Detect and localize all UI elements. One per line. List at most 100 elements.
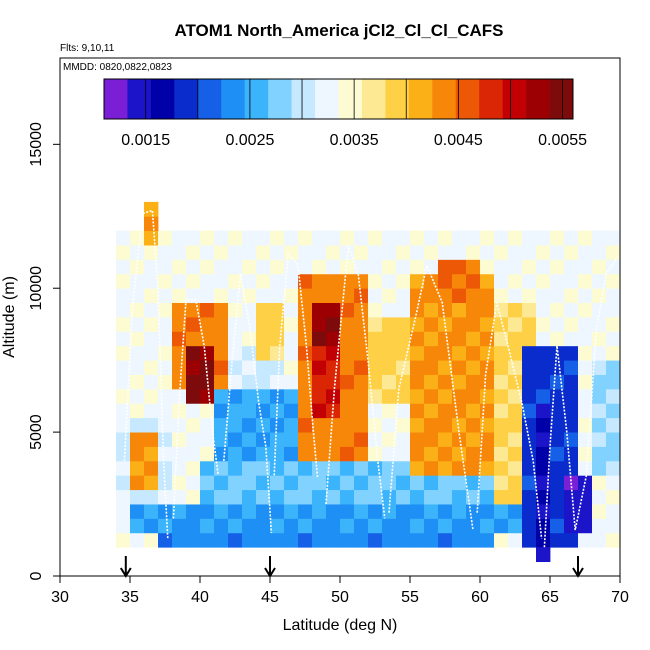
- heatmap-cell: [424, 432, 439, 447]
- heatmap-cell: [578, 288, 593, 304]
- heatmap-cell: [396, 475, 411, 491]
- heatmap-cell: [522, 417, 537, 433]
- heatmap-cell: [214, 475, 229, 491]
- heatmap-cell: [424, 388, 439, 404]
- heatmap-cell: [396, 331, 411, 347]
- heatmap-cell: [130, 302, 145, 318]
- heatmap-cell: [564, 345, 579, 361]
- heatmap-cell: [368, 417, 383, 433]
- heatmap-cell: [452, 460, 467, 476]
- heatmap-cell: [354, 460, 369, 476]
- heatmap-cell: [326, 230, 341, 246]
- heatmap-cell: [522, 302, 537, 318]
- heatmap-cell: [564, 518, 579, 534]
- heatmap-cell: [340, 360, 355, 375]
- heatmap-cell: [326, 475, 341, 491]
- y-axis: 0 5000 10000 15000: [28, 58, 61, 580]
- heatmap-cell: [410, 460, 425, 476]
- heatmap-cell: [116, 273, 131, 289]
- heatmap-cell: [396, 259, 411, 275]
- heatmap-cell: [368, 388, 383, 404]
- heatmap-cell: [186, 345, 201, 361]
- heatmap-cell: [578, 504, 593, 519]
- heatmap-cell: [466, 273, 481, 289]
- heatmap-cell: [340, 302, 355, 318]
- heatmap-cell: [144, 345, 159, 361]
- heatmap-cell: [214, 317, 229, 332]
- heatmap-cell: [410, 518, 425, 534]
- heatmap-cell: [536, 518, 551, 534]
- heatmap-cell: [130, 388, 145, 404]
- heatmap-cell: [228, 460, 243, 476]
- colorbar-segment: [127, 79, 152, 119]
- heatmap-cell: [284, 489, 299, 505]
- heatmap-cell: [270, 432, 285, 447]
- heatmap-cell: [522, 331, 537, 347]
- x-axis: 30 35 40 45 50 55 60 65 70: [51, 575, 629, 606]
- heatmap-cell: [536, 547, 551, 563]
- heatmap-cell: [158, 460, 173, 476]
- heatmap-cell: [522, 403, 537, 419]
- heatmap-cell: [606, 432, 621, 447]
- heatmap-cell: [158, 273, 173, 289]
- heatmap-cell: [536, 345, 551, 361]
- heatmap-cell: [284, 374, 299, 390]
- heatmap-cell: [242, 331, 257, 347]
- heatmap-cell: [382, 345, 397, 361]
- heatmap-cell: [354, 475, 369, 491]
- heatmap-cell: [172, 331, 187, 347]
- heatmap-cell: [186, 432, 201, 447]
- heatmap-cell: [354, 317, 369, 332]
- heatmap-cell: [368, 446, 383, 462]
- heatmap-cell: [298, 518, 313, 534]
- heatmap-cell: [606, 460, 621, 476]
- heatmap-cell: [466, 317, 481, 332]
- heatmap-cell: [340, 518, 355, 534]
- heatmap-cell: [284, 460, 299, 476]
- heatmap-cell: [144, 302, 159, 318]
- heatmap-cell: [326, 504, 341, 519]
- heatmap-cell: [228, 360, 243, 375]
- heatmap-cell: [606, 245, 621, 260]
- heatmap-cell: [284, 504, 299, 519]
- heatmap-cell: [382, 489, 397, 505]
- heatmap-cell: [494, 504, 509, 519]
- heatmap-cell: [522, 230, 537, 246]
- heatmap-cell: [382, 417, 397, 433]
- heatmap-cell: [116, 288, 131, 304]
- heatmap-cell: [354, 374, 369, 390]
- heatmap-cell: [186, 489, 201, 505]
- heatmap-cell: [256, 432, 271, 447]
- heatmap-cell: [200, 317, 215, 332]
- heatmap-cell: [242, 259, 257, 275]
- heatmap-cell: [214, 230, 229, 246]
- heatmap-cell: [452, 374, 467, 390]
- colorbar-tick-label: 0.0035: [330, 132, 379, 149]
- heatmap-cell: [508, 475, 523, 491]
- heatmap-cell: [410, 374, 425, 390]
- heatmap-cell: [284, 518, 299, 534]
- heatmap-cell: [144, 446, 159, 462]
- heatmap-cell: [480, 518, 495, 534]
- heatmap-cell: [172, 403, 187, 419]
- heatmap-cell: [368, 489, 383, 505]
- heatmap-cell: [256, 417, 271, 433]
- heatmap-cell: [536, 417, 551, 433]
- dates-note: MMDD: 0820,0822,0823: [63, 62, 172, 73]
- heatmap-cell: [550, 302, 565, 318]
- heatmap-cell: [522, 345, 537, 361]
- heatmap-cell: [144, 273, 159, 289]
- heatmap-cell: [466, 446, 481, 462]
- heatmap-cell: [228, 388, 243, 404]
- heatmap-cell: [214, 345, 229, 361]
- heatmap-cell: [172, 374, 187, 390]
- heatmap-cell: [508, 417, 523, 433]
- colorbar-segment: [104, 79, 128, 119]
- flight-track: [543, 253, 621, 548]
- heatmap-cell: [536, 475, 551, 491]
- heatmap-cell: [242, 417, 257, 433]
- heatmap-cell: [228, 489, 243, 505]
- heatmap-cell: [396, 245, 411, 260]
- heatmap-cell: [116, 345, 131, 361]
- heatmap-cell: [410, 302, 425, 318]
